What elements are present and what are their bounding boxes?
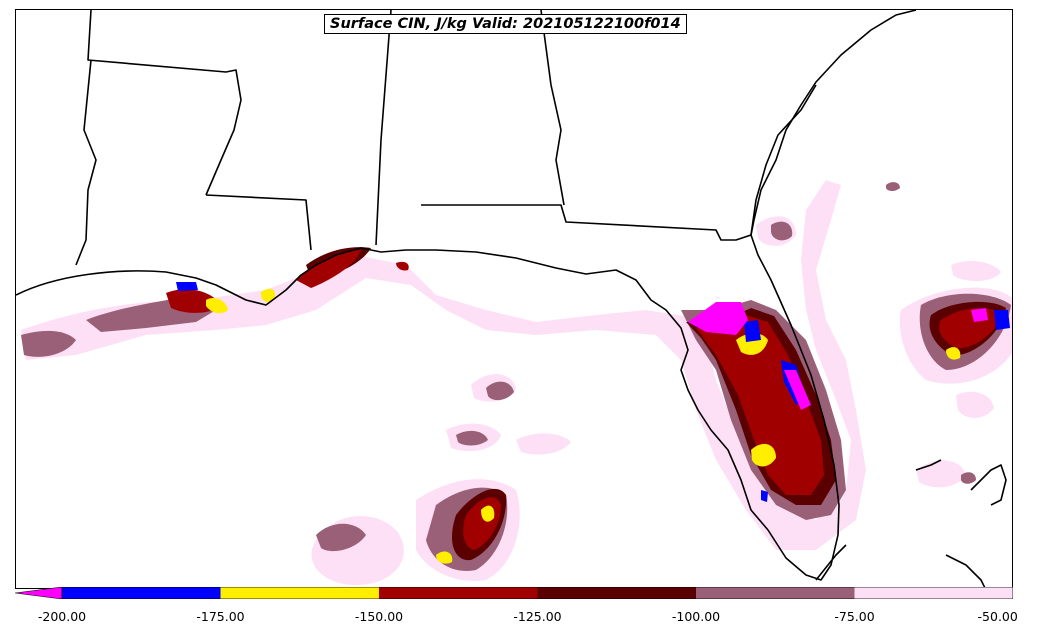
ga-coast — [750, 84, 817, 236]
colorbar-bin-6 — [854, 587, 1013, 599]
state-border-ms-al — [375, 10, 392, 246]
colorbar-frame — [61, 587, 1013, 599]
state-border-fl-north — [421, 204, 752, 241]
colorbar-tick: -175.00 — [196, 609, 245, 624]
cin-shading-light-pink — [21, 180, 1012, 585]
state-border-la-west — [75, 59, 97, 266]
colorbar-tick: -75.00 — [834, 609, 875, 624]
colorbar-tick: -100.00 — [671, 609, 721, 624]
cin-shading-magenta — [688, 302, 988, 410]
colorbar-bin-4 — [537, 587, 696, 599]
colorbar-tick: -125.00 — [513, 609, 562, 624]
state-border-ms-north — [205, 194, 312, 251]
state-border-la-ms — [87, 10, 242, 196]
colorbar-extend-below — [15, 587, 63, 599]
map-panel — [15, 9, 1013, 589]
colorbar-tick: -200.00 — [37, 609, 87, 624]
map-title: Surface CIN, J/kg Valid: 202105122100f01… — [324, 14, 687, 34]
bahamas-b — [915, 459, 942, 471]
keys — [815, 544, 847, 581]
colorbar-tick: -150.00 — [354, 609, 404, 624]
bahamas-a — [970, 464, 1007, 506]
coastline-boundaries — [16, 10, 1007, 588]
cuba — [945, 554, 986, 588]
cin-shading-blue — [176, 282, 1010, 502]
cin-map — [16, 10, 1012, 588]
gulf-coastline — [16, 10, 917, 581]
colorbar — [15, 587, 1013, 599]
state-border-al-ga — [540, 10, 565, 206]
colorbar-bin-3 — [379, 587, 538, 599]
colorbar-bin-1 — [62, 587, 221, 599]
colorbar-bin-5 — [696, 587, 855, 599]
colorbar-bin-2 — [220, 587, 379, 599]
cin-shading-dark-red — [306, 247, 1006, 561]
colorbar-tick: -50.00 — [977, 609, 1018, 624]
